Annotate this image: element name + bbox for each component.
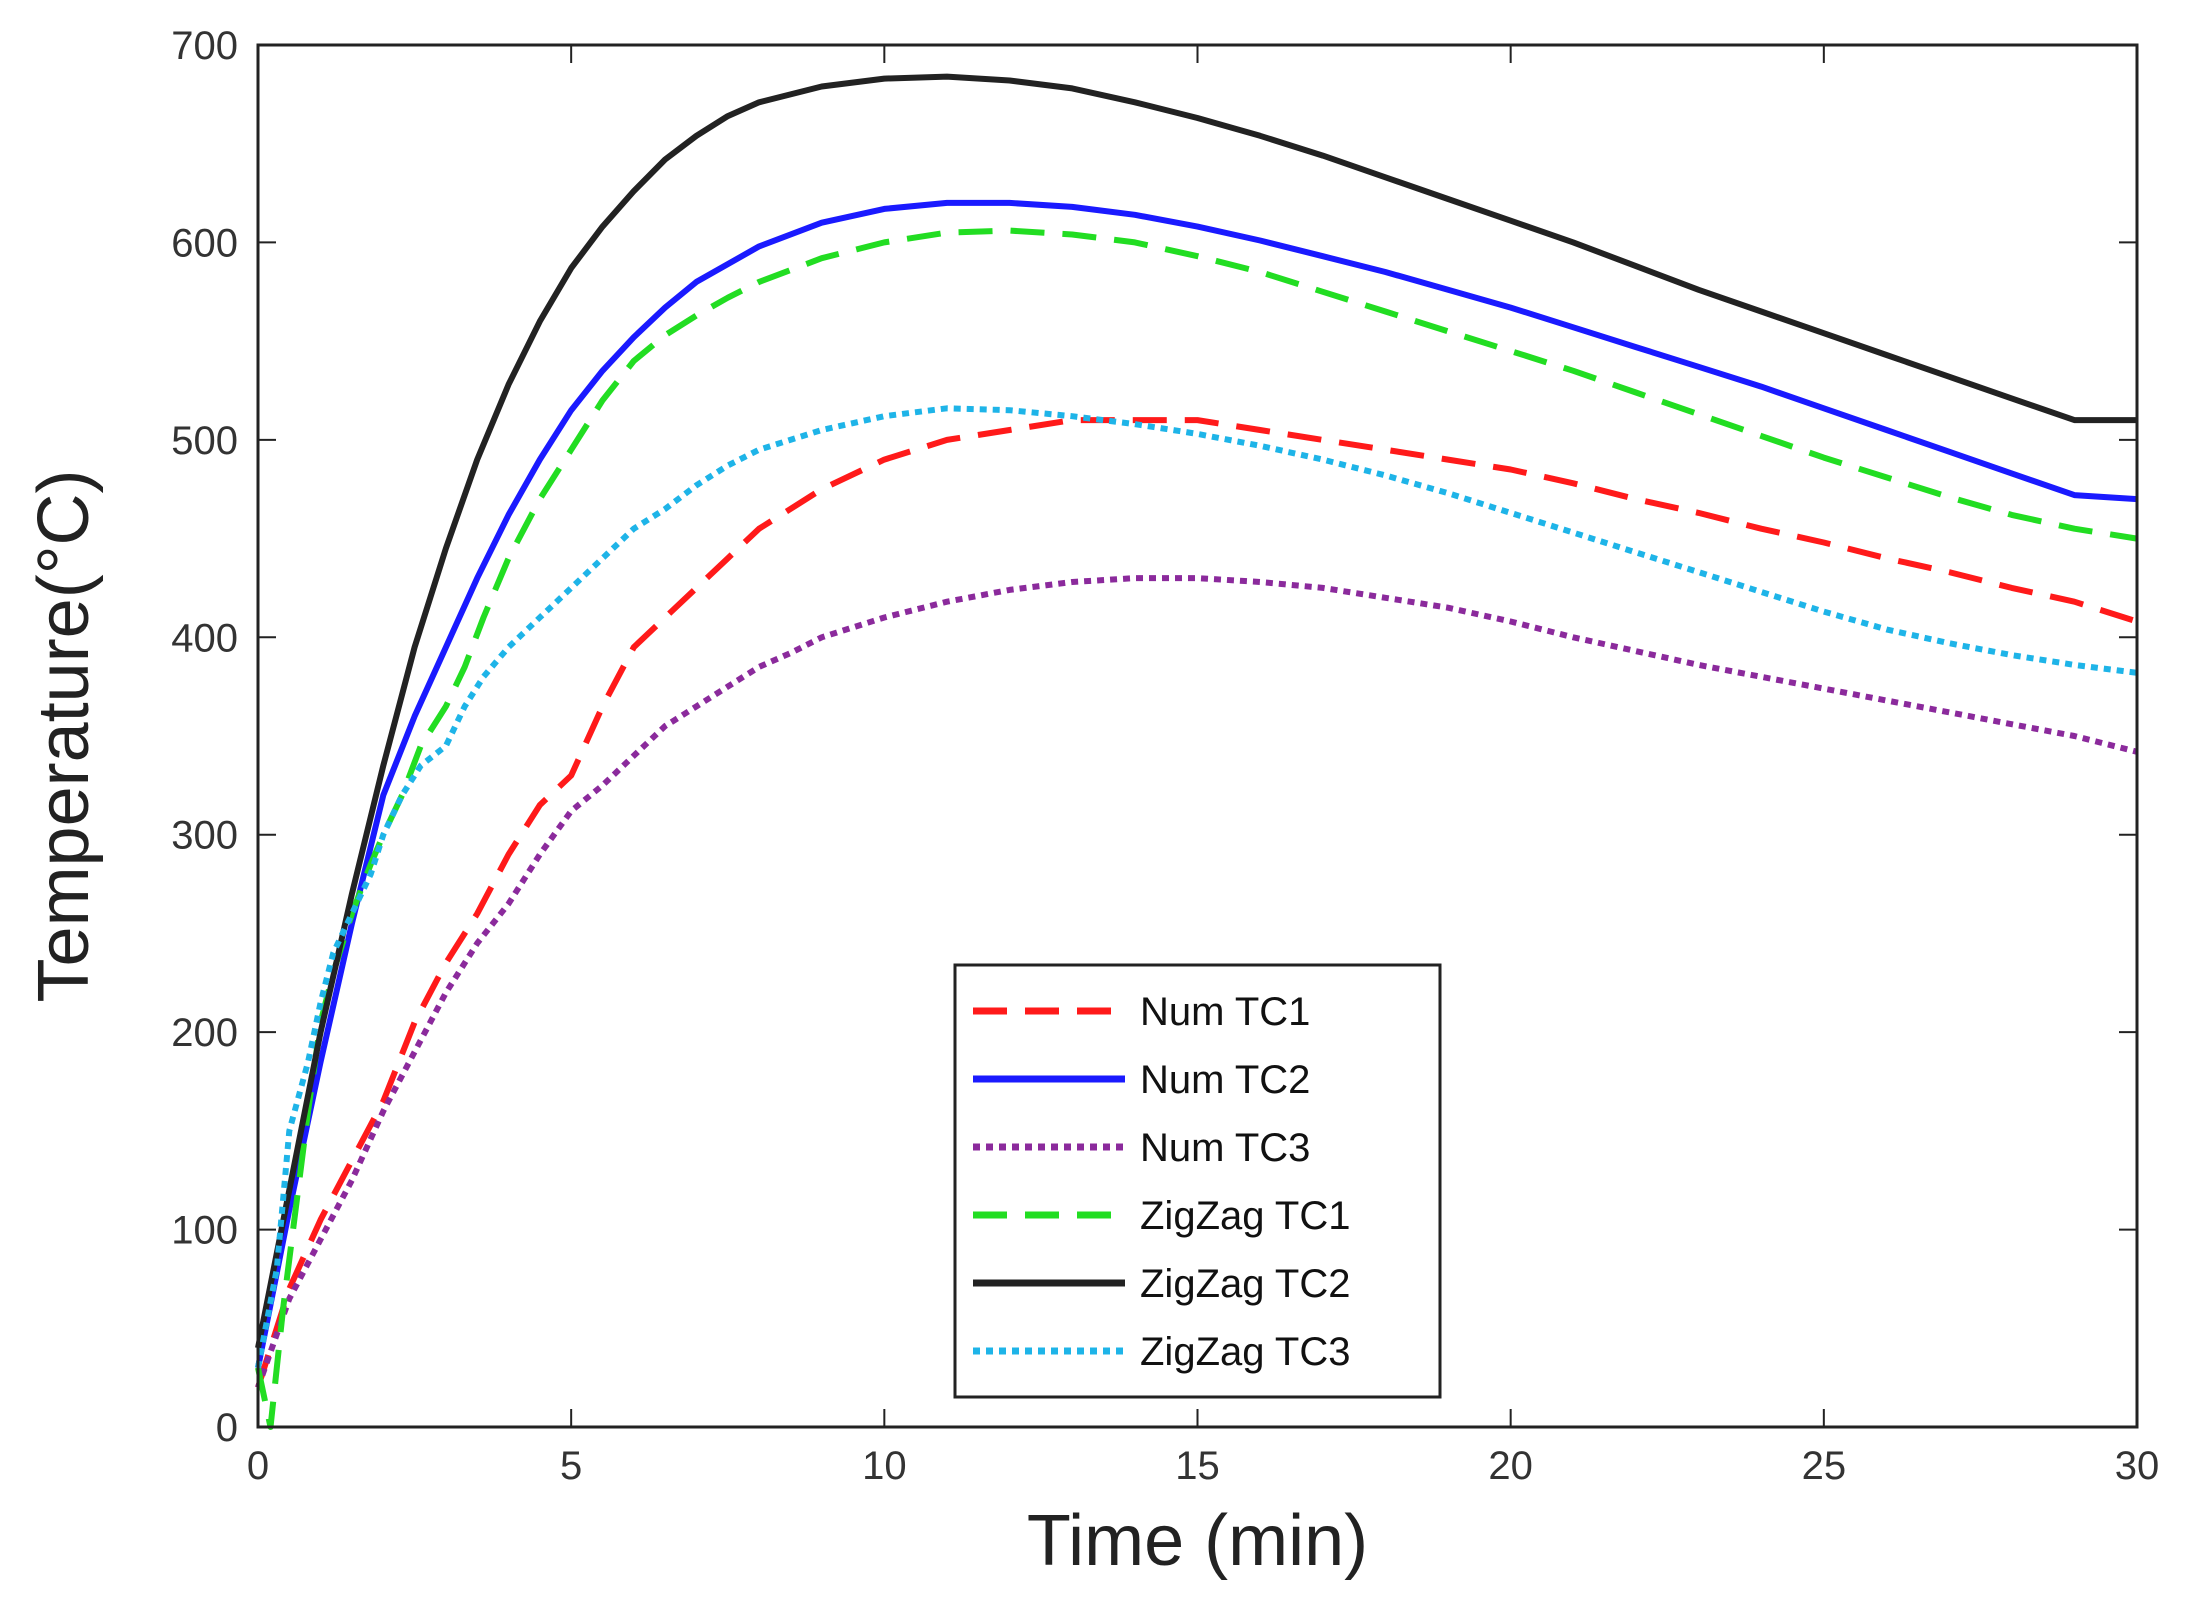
legend: Num TC1 Num TC2 Num TC3 ZigZag TC1 ZigZag TC… — [953, 963, 1442, 1399]
legend-label: Num TC2 — [1140, 1058, 1310, 1102]
series-line-num-tc2 — [255, 199, 2138, 1369]
series-line-num-tc3 — [255, 575, 2138, 1389]
series-line-zigzag-tc1 — [255, 227, 2138, 1430]
y-tick-label: 100 — [171, 1209, 238, 1253]
x-tick-label: 30 — [2115, 1444, 2160, 1488]
x-tick-label: 0 — [247, 1444, 269, 1488]
x-tick-label: 5 — [560, 1444, 582, 1488]
legend-label: Num TC3 — [1140, 1126, 1310, 1170]
y-tick-label: 700 — [171, 24, 238, 68]
y-tick-label: 400 — [171, 616, 238, 660]
legend-label: ZigZag TC2 — [1140, 1262, 1350, 1306]
x-tick-label: 15 — [1175, 1444, 1220, 1488]
x-tick-label: 10 — [862, 1444, 907, 1488]
series-layer — [255, 73, 2138, 1430]
legend-label: ZigZag TC1 — [1140, 1194, 1350, 1238]
y-tick-label: 300 — [171, 814, 238, 858]
y-axis-title: Temperature(°C) — [24, 470, 104, 1003]
y-tick-label: 0 — [216, 1406, 238, 1450]
x-axis-title: Time (min) — [1027, 1501, 1368, 1581]
legend-label: ZigZag TC3 — [1140, 1330, 1350, 1374]
y-tick-label: 200 — [171, 1011, 238, 1055]
y-tick-label: 600 — [171, 221, 238, 265]
x-tick-label: 25 — [1802, 1444, 1847, 1488]
series-line-zigzag-tc3 — [255, 405, 2138, 1369]
x-tick-label: 20 — [1488, 1444, 1533, 1488]
legend-box — [953, 963, 1442, 1399]
series-line-num-tc1 — [255, 417, 2138, 1389]
legend-label: Num TC1 — [1140, 990, 1310, 1034]
y-tick-label: 500 — [171, 419, 238, 463]
series-line-zigzag-tc2 — [255, 73, 2137, 1349]
